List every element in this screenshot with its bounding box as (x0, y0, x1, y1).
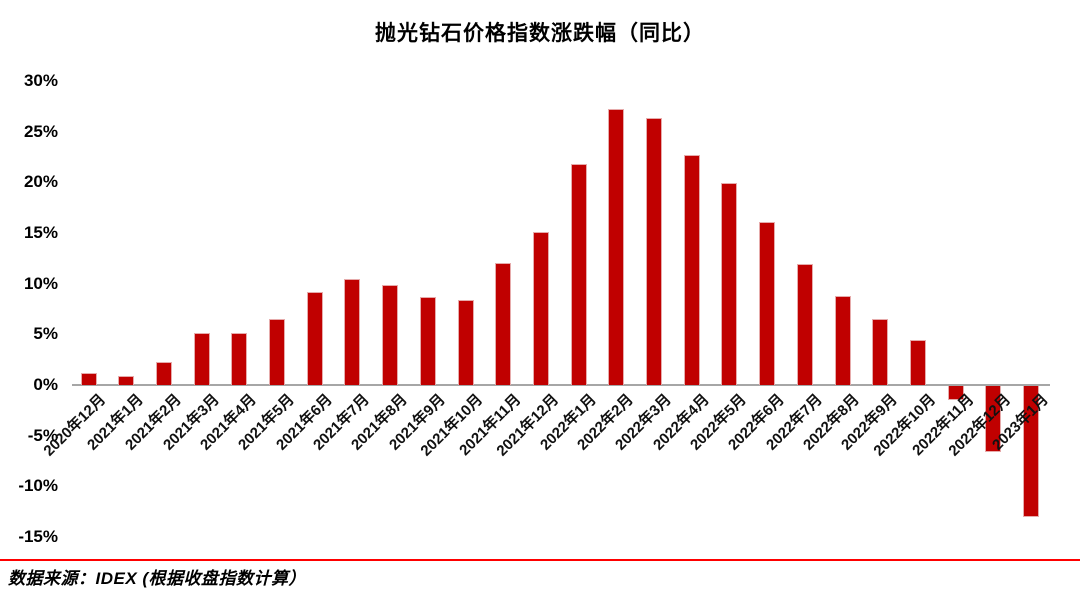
bar (684, 155, 700, 385)
y-axis-tick-label: 0% (33, 375, 58, 394)
bar (608, 109, 624, 385)
y-axis-tick-label: 5% (33, 324, 58, 343)
y-axis-tick-label: 15% (23, 223, 58, 242)
chart-title: 抛光钻石价格指数涨跌幅（同比） (375, 22, 705, 45)
bar (269, 319, 285, 385)
bar (835, 296, 851, 385)
y-axis-tick-label: -5% (27, 426, 58, 445)
bar (458, 300, 474, 385)
y-axis-tick-label: -10% (18, 476, 58, 495)
source-separator-line (0, 559, 1080, 561)
bar (156, 362, 172, 385)
y-axis-tick-label: 30% (23, 71, 58, 90)
bar (231, 333, 247, 385)
y-axis-tick-label: 20% (23, 172, 58, 191)
bar (872, 319, 888, 385)
y-axis-tick-label: -15% (18, 527, 58, 546)
source-note: 数据来源：IDEX (根据收盘指数计算） (8, 569, 307, 588)
bar (985, 386, 1001, 452)
bar (646, 118, 662, 385)
bar (344, 279, 360, 385)
bar (118, 376, 134, 385)
bar (382, 285, 398, 385)
bar (759, 222, 775, 385)
bar (81, 373, 97, 385)
bar (194, 333, 210, 385)
bar (910, 340, 926, 385)
bar (495, 263, 511, 385)
bar (533, 232, 549, 385)
bar (948, 386, 964, 400)
y-axis-tick-label: 25% (23, 122, 58, 141)
y-axis-tick-label: 10% (23, 274, 58, 293)
bar (307, 292, 323, 385)
zero-axis-line (72, 384, 1050, 386)
bar (721, 183, 737, 385)
bar (571, 164, 587, 385)
bar (1023, 386, 1039, 517)
bar (420, 297, 436, 385)
bar (797, 264, 813, 385)
